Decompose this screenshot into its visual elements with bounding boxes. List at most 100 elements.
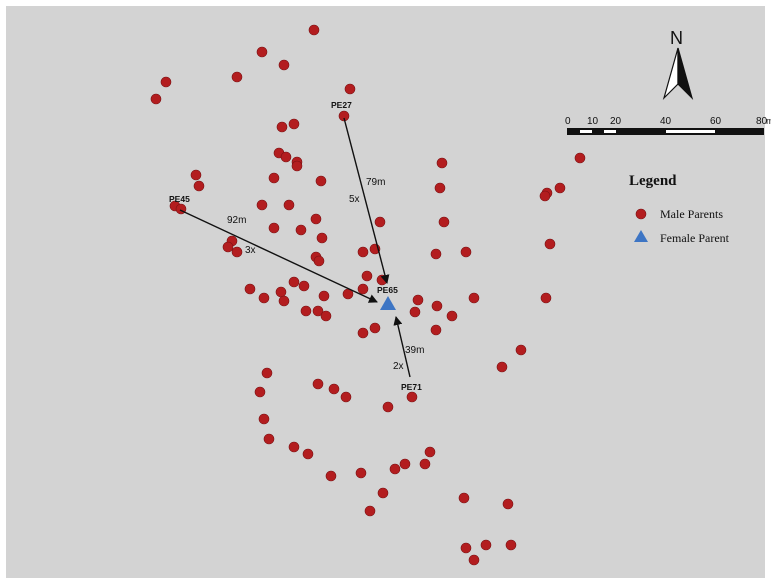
flow-arrow-pe45	[179, 209, 378, 303]
scale-tick-40: 40	[660, 116, 672, 127]
male-parent-point	[288, 276, 300, 288]
male-parent-point	[409, 306, 421, 318]
male-parent-point	[288, 441, 300, 453]
male-parent-point	[193, 180, 205, 192]
male-parent-point	[357, 327, 369, 339]
male-parent-point	[480, 539, 492, 551]
male-parent-point	[382, 401, 394, 413]
male-parent-point	[369, 322, 381, 334]
flow-count-pe27: 5x	[349, 194, 360, 205]
male-parent-point	[406, 391, 418, 403]
male-parent-point	[308, 24, 320, 36]
male-parent-point	[434, 182, 446, 194]
male-parent-point	[515, 344, 527, 356]
male-parent-point	[460, 246, 472, 258]
male-parent-point	[258, 413, 270, 425]
legend-label-male: Male Parents	[660, 207, 723, 221]
male-parent-point	[328, 383, 340, 395]
male-parent-point	[344, 83, 356, 95]
legend-label-female: Female Parent	[660, 231, 730, 245]
male-parent-point	[544, 238, 556, 250]
scale-unit: m	[766, 116, 771, 126]
scale-tick-0: 0	[565, 116, 571, 127]
male-parent-point	[468, 292, 480, 304]
male-parent-point	[312, 378, 324, 390]
male-parent-point	[275, 286, 287, 298]
female-parent-label: PE65	[377, 285, 398, 295]
male-parent-point	[318, 290, 330, 302]
male-parent-point	[312, 305, 324, 317]
male-parent-point	[431, 300, 443, 312]
flow-count-pe45: 3x	[245, 245, 256, 256]
male-parent-point	[554, 182, 566, 194]
female-parent-marker-icon	[634, 230, 648, 242]
scale-tick-80: 80	[756, 116, 768, 127]
male-parent-point	[298, 280, 310, 292]
male-parent-point	[276, 121, 288, 133]
north-arrow-icon	[662, 47, 694, 101]
male-parent-point	[430, 248, 442, 260]
male-parent-point	[268, 172, 280, 184]
male-parent-point	[256, 199, 268, 211]
male-parent-point	[357, 283, 369, 295]
male-parent-point	[244, 283, 256, 295]
male-parent-point	[361, 270, 373, 282]
legend-title: Legend	[629, 173, 677, 189]
male-parent-point	[313, 255, 325, 267]
male-parent-point	[389, 463, 401, 475]
scale-tick-60: 60	[710, 116, 722, 127]
male-parent-point	[283, 199, 295, 211]
male-parent-point	[254, 386, 266, 398]
male-parent-point	[291, 160, 303, 172]
parent-label-pe45: PE45	[169, 194, 190, 204]
male-parent-point	[458, 492, 470, 504]
map-frame	[6, 6, 765, 578]
flow-count-pe71: 2x	[393, 361, 404, 372]
male-parent-point	[460, 542, 472, 554]
male-parent-point	[364, 505, 376, 517]
male-parent-point	[374, 216, 386, 228]
male-parent-point	[436, 157, 448, 169]
male-parent-point	[160, 76, 172, 88]
male-parent-point	[540, 292, 552, 304]
male-parent-point	[399, 458, 411, 470]
scale-tick-20: 20	[610, 116, 622, 127]
male-parent-point	[222, 241, 234, 253]
male-parent-point	[438, 216, 450, 228]
male-parent-point	[412, 294, 424, 306]
male-parent-point	[320, 310, 332, 322]
male-parent-point	[316, 232, 328, 244]
male-parent-point	[424, 446, 436, 458]
male-parent-point	[150, 93, 162, 105]
male-parent-point	[446, 310, 458, 322]
legend: Legend Male Parents Female Parent	[629, 173, 730, 245]
male-parent-point	[468, 554, 480, 566]
male-parent-point	[288, 118, 300, 130]
female-parent-marker	[380, 296, 396, 310]
male-parent-point	[574, 152, 586, 164]
flow-distance-pe71: 39m	[405, 345, 424, 356]
male-parent-point	[295, 224, 307, 236]
male-parent-point	[430, 324, 442, 336]
male-parent-point	[256, 46, 268, 58]
male-parent-point	[231, 246, 243, 258]
male-parent-point	[502, 498, 514, 510]
scale-bar: 0 10 20 40 60 80 m	[565, 116, 771, 135]
male-parent-point	[231, 71, 243, 83]
male-parent-point	[377, 487, 389, 499]
male-parent-point	[357, 246, 369, 258]
male-parent-points	[150, 24, 586, 566]
male-parent-point	[496, 361, 508, 373]
male-parent-point	[261, 367, 273, 379]
flow-distance-pe27: 79m	[366, 177, 385, 188]
parent-label-pe27: PE27	[331, 100, 352, 110]
male-parent-point	[278, 59, 290, 71]
scale-tick-10: 10	[587, 116, 599, 127]
parent-label-pe71: PE71	[401, 382, 422, 392]
male-parent-point	[268, 222, 280, 234]
flow-arrow-pe27	[343, 117, 390, 284]
male-parent-point	[338, 110, 350, 122]
male-parent-point	[258, 292, 270, 304]
